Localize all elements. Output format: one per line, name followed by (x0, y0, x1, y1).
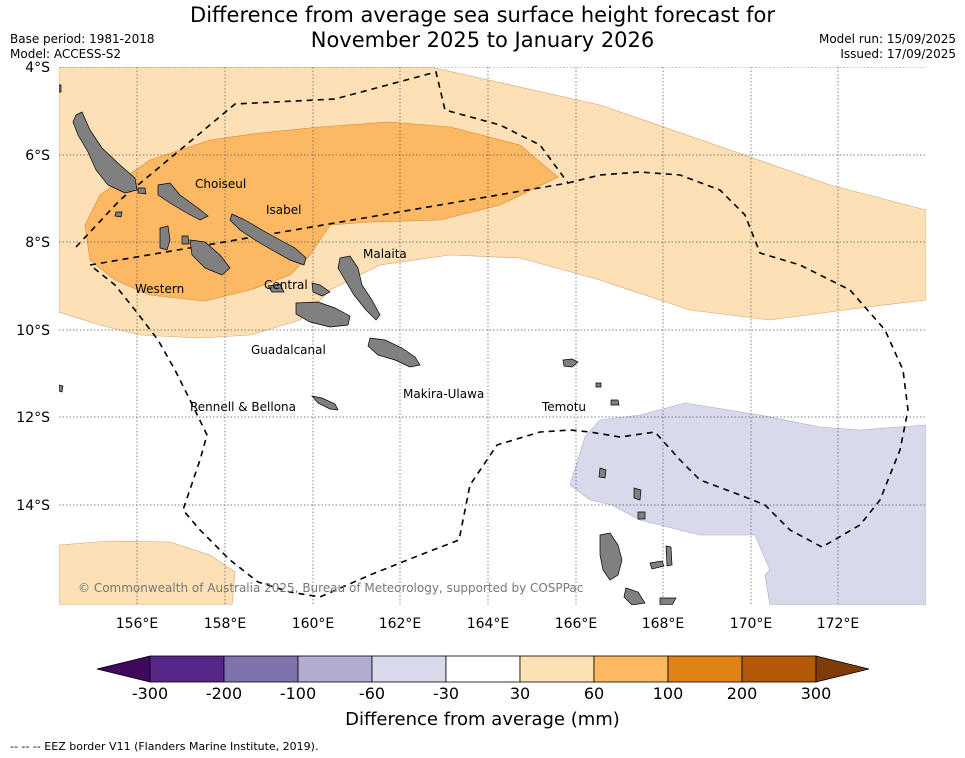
temotu-small-island-2 (610, 399, 620, 406)
province-label-makira-ulawa: Makira-Ulawa (403, 387, 484, 401)
vella-lavella-island (159, 225, 171, 251)
province-label-choiseul: Choiseul (195, 177, 246, 191)
issued-date: Issued: 17/09/2025 (840, 47, 956, 61)
longitude-labels: 156°E 158°E 160°E 162°E 164°E 166°E 168°… (116, 616, 860, 632)
province-label-rennell-bellona: Rennell & Bellona (190, 400, 296, 414)
base-period: Base period: 1981-2018 (10, 32, 155, 46)
colorbar-segment (297, 655, 373, 683)
latitude-labels: 4°S 6°S 8°S 10°S 12°S 14°S (16, 60, 50, 514)
province-label-guadalcanal: Guadalcanal (251, 343, 326, 357)
colorbar-tick: 100 (653, 684, 684, 703)
vanuatu-small-island (637, 511, 646, 520)
title-line-2: November 2025 to January 2026 (310, 28, 655, 52)
central-island-florida (267, 283, 285, 293)
copyright-text: © Commonwealth of Australia 2025, Bureau… (78, 581, 583, 595)
lat-label: 6°S (25, 148, 50, 164)
colorbar-segment (223, 655, 299, 683)
anomaly-region-minus30-minus60 (569, 402, 926, 605)
western-islet-top (59, 84, 62, 93)
espiritu-santo-island (599, 532, 623, 581)
lat-label: 4°S (25, 60, 50, 76)
western-small-island-1 (137, 187, 147, 195)
guadalcanal-island (295, 301, 351, 328)
colorbar-tick: -300 (132, 684, 168, 703)
islands (59, 84, 677, 605)
choiseul-island (72, 111, 138, 194)
lat-label: 12°S (16, 410, 50, 426)
lon-label: 160°E (292, 616, 335, 632)
colorbar-extend-left (96, 655, 151, 683)
colorbar-tick: -200 (206, 684, 242, 703)
colorbar-tick: 60 (584, 684, 604, 703)
vanuatu-torres-island (598, 467, 607, 479)
rendova-island (189, 239, 231, 276)
colorbar-tick: -60 (359, 684, 385, 703)
colorbar-tick: 200 (727, 684, 758, 703)
new-georgia-island (157, 182, 209, 221)
run-info: Model run: 15/09/2025 Issued: 17/09/2025 (819, 32, 956, 62)
rennell-island (311, 395, 339, 411)
central-island-2 (311, 282, 331, 297)
colorbar-title: Difference from average (mm) (345, 709, 620, 730)
colorbar-segment (519, 655, 595, 683)
colorbar-segment (741, 655, 817, 683)
province-label-western: Western (135, 282, 184, 296)
colorbar-segment (371, 655, 447, 683)
colorbar-tick: -30 (433, 684, 459, 703)
makira-island (367, 337, 421, 368)
malaita-island (337, 255, 381, 321)
lon-label: 164°E (467, 616, 510, 632)
lon-label: 156°E (116, 616, 159, 632)
anomaly-region-30-60-southwest (59, 540, 236, 605)
colorbar-segment (149, 655, 225, 683)
lon-label: 172°E (817, 616, 860, 632)
vanuatu-banks-island (633, 487, 642, 501)
province-labels: Choiseul Isabel Malaita Western Central … (135, 177, 586, 414)
colorbar-segments (149, 655, 817, 683)
colorbar: -300 -200 -100 -60 -30 30 60 100 200 300 (96, 655, 870, 703)
malakula-island (623, 587, 646, 605)
lon-label: 162°E (379, 616, 422, 632)
lat-label: 10°S (16, 323, 50, 339)
eez-footnote: -- -- -- EEZ border V11 (Flanders Marine… (10, 740, 319, 753)
province-label-central: Central (264, 278, 308, 292)
colorbar-tick: 30 (510, 684, 530, 703)
lat-label: 8°S (25, 235, 50, 251)
eez-border (75, 71, 909, 598)
model-name: Model: ACCESS-S2 (10, 47, 122, 61)
model-info: Base period: 1981-2018 Model: ACCESS-S2 (10, 32, 155, 62)
province-label-isabel: Isabel (266, 203, 301, 217)
lon-label: 168°E (642, 616, 685, 632)
lon-label: 170°E (730, 616, 773, 632)
model-run: Model run: 15/09/2025 (818, 32, 956, 46)
lon-label: 166°E (555, 616, 598, 632)
temotu-small-island-1 (595, 382, 602, 388)
province-label-malaita: Malaita (363, 247, 407, 261)
colorbar-tick: -100 (280, 684, 316, 703)
lat-label: 14°S (16, 498, 50, 514)
colorbar-tick-labels: -300 -200 -100 -60 -30 30 60 100 200 300 (132, 684, 831, 703)
ambae-island (649, 560, 665, 570)
title-line-1: Difference from average sea surface heig… (190, 3, 775, 27)
map-title: Difference from average sea surface heig… (0, 3, 965, 53)
colorbar-segment (593, 655, 669, 683)
pentecost-island (665, 545, 673, 567)
bougainville-islet (59, 384, 64, 393)
province-label-temotu: Temotu (541, 400, 586, 414)
isabel-island (229, 213, 307, 266)
santa-cruz-island (562, 358, 579, 368)
colorbar-segment (667, 655, 743, 683)
vanuatu-south-island (659, 597, 677, 605)
colorbar-tick: 300 (801, 684, 832, 703)
lon-label: 158°E (204, 616, 247, 632)
western-small-island-2 (181, 235, 190, 245)
shortland-island (114, 211, 123, 218)
colorbar-segment (445, 655, 521, 683)
map-area: © Commonwealth of Australia 2025, Bureau… (59, 67, 926, 605)
colorbar-extend-right (815, 655, 870, 683)
